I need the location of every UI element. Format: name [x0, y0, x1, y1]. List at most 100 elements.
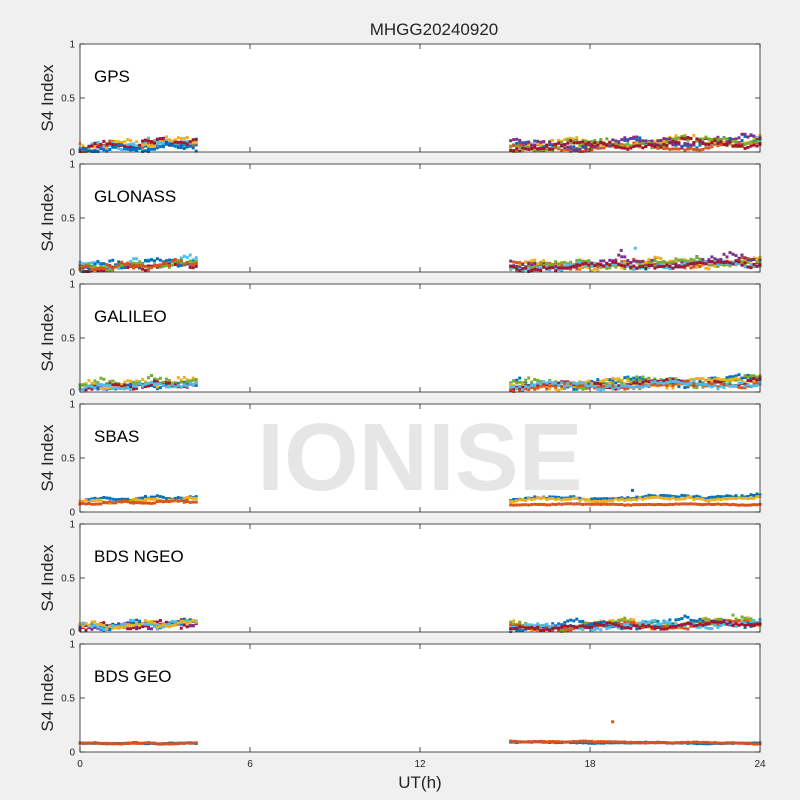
data-point — [632, 385, 636, 389]
y-axis-label: S4 Index — [38, 664, 57, 732]
data-point — [650, 625, 654, 629]
data-point — [509, 627, 513, 631]
data-point — [515, 141, 519, 145]
data-point — [674, 377, 678, 381]
data-point — [746, 620, 750, 624]
data-point — [536, 262, 540, 265]
data-point — [515, 499, 519, 503]
data-point — [596, 265, 600, 269]
data-point — [572, 625, 576, 628]
data-point — [752, 137, 756, 141]
data-point — [644, 139, 648, 143]
data-point — [737, 381, 741, 385]
data-point — [566, 624, 570, 628]
data-point — [641, 385, 645, 389]
data-point — [692, 497, 696, 501]
data-point — [551, 138, 555, 142]
data-point — [90, 142, 94, 146]
data-point — [129, 499, 133, 503]
data-point — [90, 499, 94, 502]
data-point — [108, 380, 112, 383]
data-point — [653, 140, 657, 144]
data-point — [524, 503, 528, 507]
data-point — [671, 496, 675, 500]
data-point — [135, 140, 139, 144]
data-point — [117, 263, 121, 267]
data-point — [662, 147, 666, 150]
data-point — [524, 142, 528, 146]
data-point — [515, 628, 519, 632]
data-point — [521, 262, 525, 266]
data-point — [584, 383, 588, 387]
data-point — [542, 503, 546, 506]
data-point — [117, 147, 121, 150]
data-point — [170, 259, 174, 263]
data-point — [710, 376, 714, 380]
data-point — [599, 628, 603, 632]
data-point — [551, 628, 555, 632]
data-point — [551, 143, 555, 147]
data-point — [686, 495, 690, 499]
data-point — [176, 383, 180, 387]
data-point — [722, 378, 726, 382]
data-point — [563, 266, 567, 270]
data-point — [683, 137, 687, 141]
data-point — [755, 378, 759, 382]
data-point — [704, 383, 708, 386]
data-point — [560, 625, 564, 629]
data-point — [581, 619, 585, 623]
data-point — [755, 264, 759, 268]
data-point — [584, 259, 588, 263]
data-point — [96, 260, 100, 263]
data-point — [179, 144, 183, 147]
data-point — [90, 268, 94, 272]
data-point — [141, 267, 145, 271]
data-point — [144, 138, 147, 142]
data-point — [668, 267, 672, 271]
data-point — [147, 381, 150, 385]
data-point — [659, 503, 663, 506]
data-point — [158, 499, 162, 503]
data-point — [743, 619, 747, 623]
data-point — [569, 141, 573, 145]
data-point — [515, 623, 519, 627]
data-point — [173, 144, 177, 148]
data-point — [602, 146, 606, 150]
data-point — [117, 499, 121, 503]
data-point — [108, 139, 112, 143]
data-point — [129, 148, 133, 151]
data-point — [96, 625, 100, 629]
data-point — [141, 499, 145, 503]
data-point — [752, 503, 756, 507]
data-point — [734, 262, 738, 266]
data-point — [635, 740, 639, 744]
data-point — [521, 503, 525, 507]
data-point — [626, 138, 630, 142]
data-point — [155, 387, 159, 391]
data-point — [129, 621, 133, 625]
data-point — [158, 264, 162, 268]
data-point — [749, 379, 753, 383]
data-point — [164, 623, 168, 627]
data-point — [117, 383, 121, 387]
data-point — [84, 498, 88, 502]
data-point — [668, 261, 672, 265]
data-points — [78, 613, 762, 633]
data-point — [93, 268, 97, 272]
data-point — [710, 385, 714, 389]
data-point — [734, 617, 738, 621]
data-point — [653, 618, 657, 622]
data-point — [707, 382, 711, 386]
data-point — [150, 265, 153, 269]
data-point — [132, 501, 136, 505]
data-point — [608, 621, 612, 625]
data-point — [659, 140, 663, 144]
data-point — [713, 384, 717, 388]
data-point — [132, 384, 136, 388]
data-point — [704, 135, 708, 139]
data-point — [584, 139, 588, 143]
data-point — [752, 623, 756, 627]
data-point — [728, 378, 732, 382]
data-point — [722, 384, 726, 388]
data-point — [752, 374, 756, 378]
